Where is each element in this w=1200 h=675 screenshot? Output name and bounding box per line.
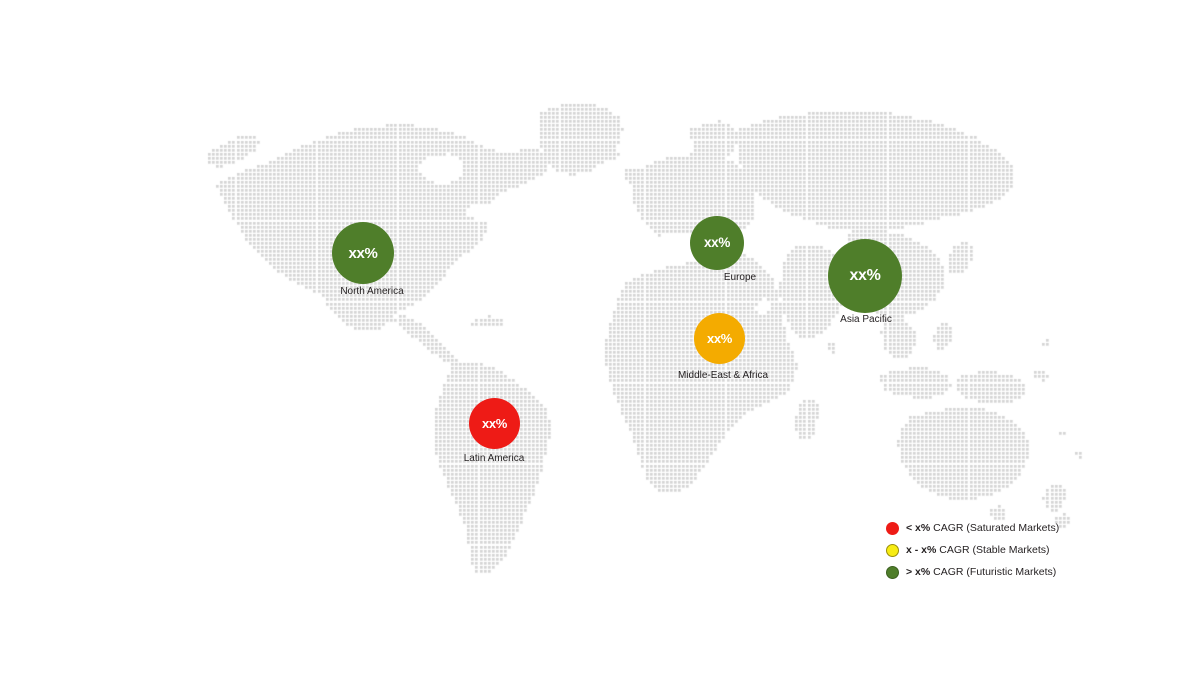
region-label-middle-east-africa: Middle-East & Africa <box>677 370 769 381</box>
bubble-value-latin-america: xx% <box>481 416 508 431</box>
legend-item-futuristic[interactable]: > x% CAGR (Futuristic Markets) <box>886 561 1096 583</box>
legend-dot-yellow-icon <box>886 543 899 557</box>
legend: < x% CAGR (Saturated Markets) x - x% CAG… <box>886 517 1096 583</box>
bubble-latin-america[interactable]: xx% <box>469 398 520 449</box>
legend-dot-red-icon <box>886 521 899 535</box>
region-label-europe: Europe <box>723 272 757 283</box>
region-label-north-america: North America <box>340 286 404 297</box>
region-label-asia-pacific: Asia Pacific <box>840 314 892 325</box>
legend-item-saturated[interactable]: < x% CAGR (Saturated Markets) <box>886 517 1096 539</box>
legend-label-saturated: < x% CAGR (Saturated Markets) <box>906 521 1060 534</box>
bubble-value-middle-east-africa: xx% <box>706 331 733 346</box>
bubble-north-america[interactable]: xx% <box>332 222 394 284</box>
bubble-middle-east-africa[interactable]: xx% <box>694 313 745 364</box>
region-label-latin-america: Latin America <box>463 453 525 464</box>
legend-item-stable[interactable]: x - x% CAGR (Stable Markets) <box>886 539 1096 561</box>
legend-label-futuristic: > x% CAGR (Futuristic Markets) <box>906 565 1057 578</box>
bubble-value-north-america: xx% <box>348 244 378 262</box>
bubble-asia-pacific[interactable]: xx% <box>828 239 902 313</box>
bubble-value-asia-pacific: xx% <box>849 267 881 284</box>
bubble-europe[interactable]: xx% <box>690 216 744 270</box>
legend-label-stable: x - x% CAGR (Stable Markets) <box>906 543 1050 556</box>
bubble-value-europe: xx% <box>703 235 731 251</box>
legend-dot-green-icon <box>886 565 899 579</box>
